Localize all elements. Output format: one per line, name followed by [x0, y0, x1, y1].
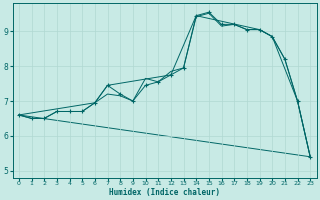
X-axis label: Humidex (Indice chaleur): Humidex (Indice chaleur) — [109, 188, 220, 197]
